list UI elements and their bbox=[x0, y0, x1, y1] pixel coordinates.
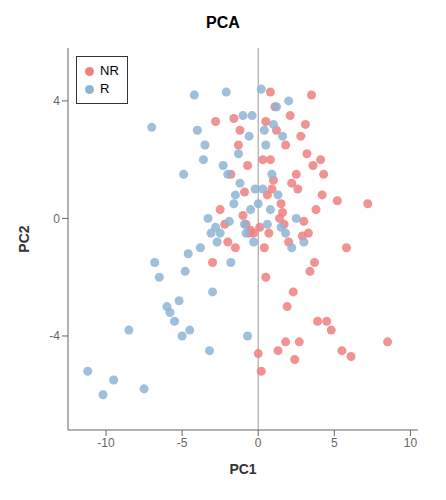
svg-text:-5: -5 bbox=[177, 436, 188, 450]
svg-text:0: 0 bbox=[255, 436, 262, 450]
html-text:PCA: PCA bbox=[206, 14, 240, 31]
svg-text:PC2: PC2 bbox=[16, 225, 32, 252]
svg-text:0: 0 bbox=[53, 212, 60, 226]
svg-text:5: 5 bbox=[331, 436, 338, 450]
svg-text:4: 4 bbox=[53, 94, 60, 108]
html-text:R: R bbox=[100, 81, 110, 96]
svg-text:-10: -10 bbox=[97, 436, 115, 450]
html-text:NR: NR bbox=[100, 63, 119, 78]
svg-text:-4: -4 bbox=[49, 329, 60, 343]
svg-text:PC1: PC1 bbox=[229, 461, 256, 477]
svg-text:10: 10 bbox=[404, 436, 418, 450]
